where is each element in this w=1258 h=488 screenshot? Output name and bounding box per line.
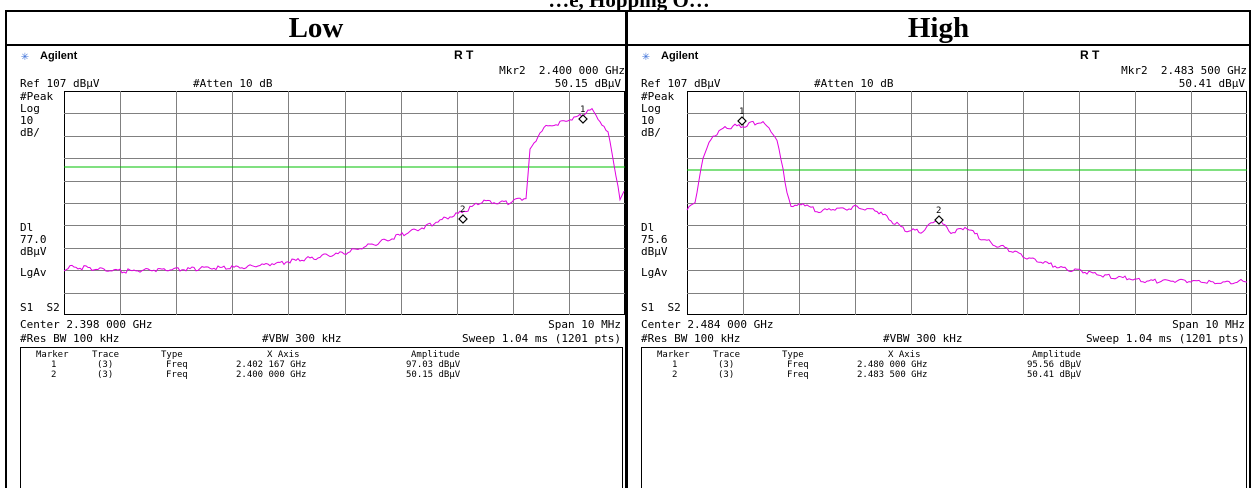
header-divider [5,44,1251,46]
row1-marker: 1 [672,360,678,370]
row1-xaxis: 2.480 000 GHz [857,360,928,370]
high-heading: High [907,12,970,44]
row1-amplitude: 95.56 dBµV [1027,360,1082,370]
label-scale: 10 [641,114,655,127]
hdr-type: Type [782,350,804,360]
row1-xaxis: 2.402 167 GHz [236,360,307,370]
ref-level: Ref 107 dBµV [641,77,721,90]
label-lgav: LgAv [641,266,668,279]
label-lgav: LgAv [20,266,47,279]
res-bw: #Res BW 100 kHz [20,332,120,345]
row2-marker: 2 [51,370,57,380]
hdr-marker: Marker [657,350,690,360]
spectrum-graticule: 12 [686,91,1248,315]
span: Span 10 MHz [1172,318,1245,331]
row1-trace: (3) [718,360,735,370]
center-frequency: Center 2.484 000 GHz [641,318,774,331]
row2-type: Freq [787,370,809,380]
ref-level: Ref 107 dBµV [20,77,100,90]
marker-readout: Mkr2 2.400 000 GHz [499,64,625,77]
rt-indicator: R T [1080,48,1100,62]
label-dl-unit: dBµV [641,245,668,258]
page-title: …e, Hopping O… [548,0,710,12]
span: Span 10 MHz [548,318,621,331]
row1-type: Freq [166,360,188,370]
brand-label: Agilent [40,50,78,62]
attenuation: #Atten 10 dB [193,77,273,90]
label-dbdiv: dB/ [20,126,40,139]
marker-2-diamond [458,214,468,224]
marker-2-label: 2 [936,206,941,216]
low-heading: Low [288,12,344,44]
marker-table: Marker Trace Type X Axis Amplitude 1 (3)… [641,347,1247,488]
marker-readout: Mkr2 2.483 500 GHz [1121,64,1247,77]
row1-marker: 1 [51,360,57,370]
label-peak: #Peak [641,90,675,103]
hdr-type: Type [161,350,183,360]
label-s1s2: S1 S2 [641,301,681,314]
marker-2-diamond [934,215,944,225]
agilent-star-icon: ✳ [21,49,29,64]
sweep: Sweep 1.04 ms (1201 pts) [462,332,621,345]
spectrum-trace [686,120,1248,285]
res-bw: #Res BW 100 kHz [641,332,741,345]
row1-type: Freq [787,360,809,370]
hdr-amplitude: Amplitude [1032,350,1081,360]
agilent-star-icon: ✳ [642,49,650,64]
column-divider [625,10,628,488]
row2-amplitude: 50.41 dBµV [1027,370,1082,380]
marker-1-diamond [737,116,747,126]
row2-type: Freq [166,370,188,380]
marker-amplitude: 50.41 dBµV [1178,77,1245,90]
row2-marker: 2 [672,370,678,380]
row2-xaxis: 2.483 500 GHz [857,370,928,380]
hdr-amplitude: Amplitude [411,350,460,360]
row2-trace: (3) [97,370,114,380]
row2-xaxis: 2.400 000 GHz [236,370,307,380]
brand-label: Agilent [661,50,699,62]
vbw: #VBW 300 kHz [262,332,342,345]
label-dl: Dl [20,221,34,234]
hdr-marker: Marker [36,350,69,360]
label-dbdiv: dB/ [641,126,661,139]
row1-amplitude: 97.03 dBµV [406,360,461,370]
sweep: Sweep 1.04 ms (1201 pts) [1086,332,1245,345]
label-dl-value: 75.6 [641,233,668,246]
spectrum-graticule: 12 [63,91,625,315]
marker-amplitude: 50.15 dBµV [554,77,621,90]
hdr-xaxis: X Axis [888,350,921,360]
label-peak: #Peak [20,90,54,103]
marker-1-label: 1 [580,105,585,115]
label-log: Log [641,102,661,115]
label-scale: 10 [20,114,34,127]
label-dl-value: 77.0 [20,233,47,246]
marker-1-label: 1 [739,107,744,117]
hdr-xaxis: X Axis [267,350,300,360]
row2-trace: (3) [718,370,735,380]
rt-indicator: R T [454,48,474,62]
low-spectrum-screenshot: ✳ Agilent R T Mkr2 2.400 000 GHz Ref 107… [7,46,625,488]
row1-trace: (3) [97,360,114,370]
spectrum-trace [63,107,625,274]
hdr-trace: Trace [713,350,741,360]
label-dl-unit: dBµV [20,245,47,258]
label-log: Log [20,102,40,115]
marker-2-label: 2 [460,205,465,215]
marker-1-diamond [578,114,588,124]
row2-amplitude: 50.15 dBµV [406,370,461,380]
high-spectrum-screenshot: ✳ Agilent R T Mkr2 2.483 500 GHz Ref 107… [628,46,1249,488]
label-dl: Dl [641,221,655,234]
hdr-trace: Trace [92,350,120,360]
marker-table: Marker Trace Type X Axis Amplitude 1 (3)… [20,347,623,488]
label-s1s2: S1 S2 [20,301,60,314]
vbw: #VBW 300 kHz [883,332,963,345]
attenuation: #Atten 10 dB [814,77,894,90]
document-frame [5,10,1251,488]
center-frequency: Center 2.398 000 GHz [20,318,153,331]
